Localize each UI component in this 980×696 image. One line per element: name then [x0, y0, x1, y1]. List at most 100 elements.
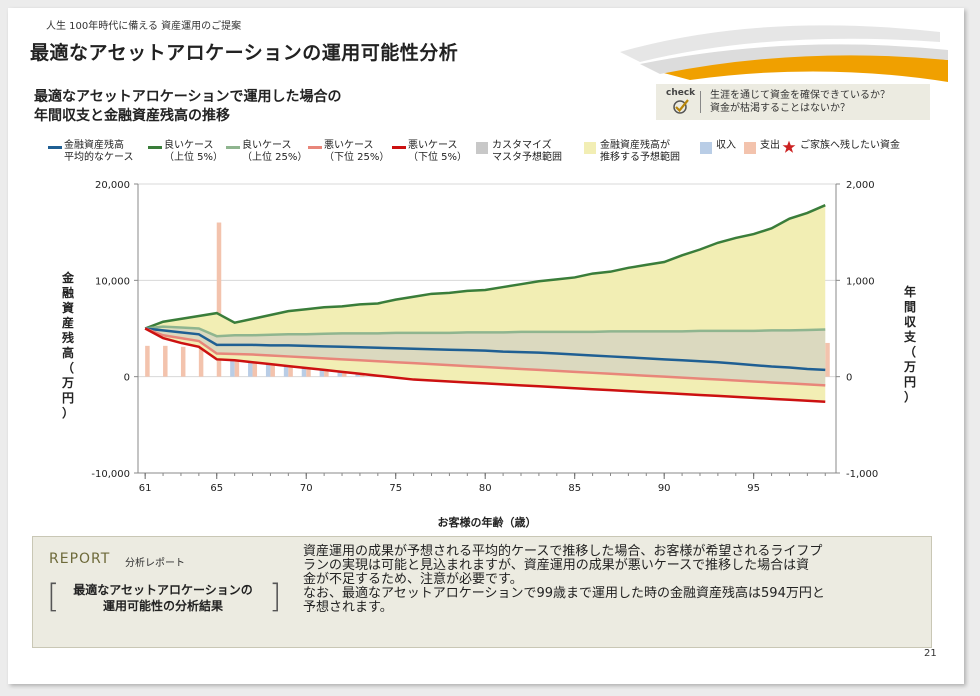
- expense-bar: [180, 346, 186, 377]
- legend-family-funds: ご家族へ残したい資金: [800, 140, 900, 151]
- legend-swatch-custom-range: [476, 142, 488, 154]
- report-panel: REPORT 分析レポート [ 最適なアセットアロケーションの 運用可能性の分析…: [32, 536, 932, 648]
- y-right-tick-label: 2,000: [846, 180, 875, 191]
- legend-swatch-bad25: [308, 146, 322, 149]
- header-swoosh-decoration: [620, 25, 948, 82]
- income-bar: [283, 360, 289, 377]
- expense-bar: [825, 342, 830, 377]
- axis-label-char: 高: [62, 345, 74, 360]
- report-body-line: ランの実現は可能と見込まれますが、資産運用の成果が悪いケースで推移した場合は資: [303, 558, 810, 573]
- custom-range-area: [145, 328, 826, 386]
- header-subtitle: 人生 100年時代に備える 資産運用のご提案: [46, 21, 242, 32]
- x-tick-label: 85: [568, 483, 581, 494]
- series-line-good25: [145, 325, 826, 338]
- left-bracket: [: [47, 577, 60, 615]
- legend-income: 収入: [716, 140, 736, 151]
- axis-label-char: ）: [904, 389, 916, 404]
- axis-label-char: ）: [62, 405, 74, 420]
- legend-swatch-expense: [744, 142, 756, 154]
- axis-label-char: 残: [62, 330, 74, 345]
- right-bracket: ]: [269, 577, 282, 615]
- page-title: 最適なアセットアロケーションの運用可能性分析: [30, 42, 459, 64]
- chart-heading: 最適なアセットアロケーションで運用した場合の 年間収支と金融資産残高の推移: [34, 88, 341, 126]
- report-body: 資産運用の成果が予想される平均的ケースで推移した場合、お客様が希望されるライフプ…: [303, 545, 923, 615]
- axis-label-char: （: [904, 344, 916, 359]
- x-tick-label: 80: [479, 483, 492, 494]
- y-right-axis-label: 年間収支（万円）: [903, 284, 917, 404]
- asset-chart: 20,000 10,000 0 -10,000 2,000 1,000 0 -1,000 61 6…: [61, 180, 917, 529]
- y-right-tick-label: 0: [846, 373, 852, 384]
- axis-label-char: 円: [904, 375, 916, 389]
- report-body-line: 金が不足するため、注意が必要です。: [303, 572, 523, 587]
- y-left-tick-label: 0: [124, 373, 130, 384]
- legend-good25: 良いケース （上位 25%）: [242, 140, 308, 163]
- expense-bar: [216, 222, 222, 377]
- x-tick-label: 90: [658, 483, 671, 494]
- check-box: check 生涯を通じて資金を確保できているか？ 資金が枯渇することはないか？: [656, 84, 930, 120]
- axis-label-char: 万: [903, 360, 916, 374]
- check-line1: 生涯を通じて資金を確保できているか？: [710, 90, 890, 101]
- check-divider: [700, 91, 701, 113]
- legend-asset-range: 金融資産残高が 推移する予想範囲: [600, 140, 680, 163]
- legend-swatch-good25: [226, 146, 240, 149]
- legend-custom-range: カスタマイズ マスタ予想範囲: [492, 140, 562, 163]
- y-left-tick-label: -10,000: [91, 469, 130, 480]
- legend-swatch-asset-range: [584, 142, 596, 154]
- report-body-line: 資産運用の成果が予想される平均的ケースで推移した場合、お客様が希望されるライフプ: [303, 544, 823, 559]
- axis-label-char: （: [62, 360, 74, 375]
- income-bar: [230, 360, 235, 377]
- y-left-tick-label: 20,000: [95, 180, 130, 191]
- chart-heading-line1: 最適なアセットアロケーションで運用した場合の: [34, 89, 342, 105]
- series-line-good5: [144, 204, 826, 330]
- axis-label-char: 産: [62, 315, 74, 330]
- legend-average: 金融資産残高 平均的なケース: [64, 140, 134, 163]
- axis-label-char: 万: [61, 376, 74, 390]
- axis-label-char: 間: [904, 300, 916, 314]
- axis-label-char: 収: [904, 315, 917, 329]
- x-tick-label: 70: [300, 483, 313, 494]
- legend-expense: 支出: [760, 140, 780, 151]
- y-left-axis-label: 金融資産残高（万円）: [61, 270, 75, 420]
- check-text: 生涯を通じて資金を確保できているか？ 資金が枯渇することはないか？: [710, 89, 890, 115]
- y-left-tick-label: 10,000: [95, 276, 130, 287]
- report-result-box: [ 最適なアセットアロケーションの 運用可能性の分析結果 ]: [47, 577, 282, 615]
- series-line-bad5: [144, 327, 826, 403]
- legend-bad5: 悪いケース （下位 5%）: [408, 140, 468, 163]
- expense-bar: [163, 345, 168, 377]
- report-result-title: 最適なアセットアロケーションの 運用可能性の分析結果: [61, 582, 265, 614]
- income-bar: [265, 360, 271, 377]
- legend-swatch-income: [700, 142, 712, 154]
- axis-label-char: 融: [62, 285, 74, 300]
- page-number: 21: [924, 648, 937, 659]
- income-bar: [248, 360, 253, 377]
- report-body-line: 予想されます。: [303, 600, 393, 615]
- legend-swatch-good5: [148, 146, 162, 149]
- star-icon: [782, 140, 796, 153]
- axis-label-char: 支: [903, 329, 917, 344]
- report-title: REPORT: [49, 551, 111, 567]
- axis-label-char: 年: [904, 284, 916, 299]
- legend-swatch-bad5: [392, 146, 406, 149]
- axis-label-char: 資: [62, 300, 74, 315]
- expense-bar: [145, 345, 150, 377]
- y-right-tick-label: -1,000: [846, 469, 878, 480]
- legend-swatch-average: [48, 146, 62, 149]
- report-result-line1: 最適なアセットアロケーションの: [73, 583, 253, 597]
- series-line-average: [145, 327, 826, 372]
- x-tick-label: 95: [747, 483, 760, 494]
- report-result-line2: 運用可能性の分析結果: [102, 599, 223, 613]
- expense-bar: [198, 347, 204, 377]
- legend-good5: 良いケース （上位 5%）: [164, 140, 224, 163]
- report-subtitle: 分析レポート: [125, 558, 185, 569]
- x-tick-label: 65: [210, 483, 223, 494]
- y-right-tick-label: 1,000: [846, 276, 875, 287]
- checkmark-icon: [673, 99, 689, 114]
- series-line-bad25: [144, 327, 826, 387]
- check-line2: 資金が枯渇することはないか？: [710, 103, 850, 114]
- legend-bad25: 悪いケース （下位 25%）: [324, 140, 390, 163]
- x-axis-label: お客様の年齢（歳）: [438, 515, 537, 529]
- x-tick-label: 61: [139, 483, 152, 494]
- x-tick-label: 75: [389, 483, 402, 494]
- chart-heading-line2: 年間収支と金融資産残高の推移: [34, 108, 230, 124]
- axis-label-char: 円: [62, 391, 74, 405]
